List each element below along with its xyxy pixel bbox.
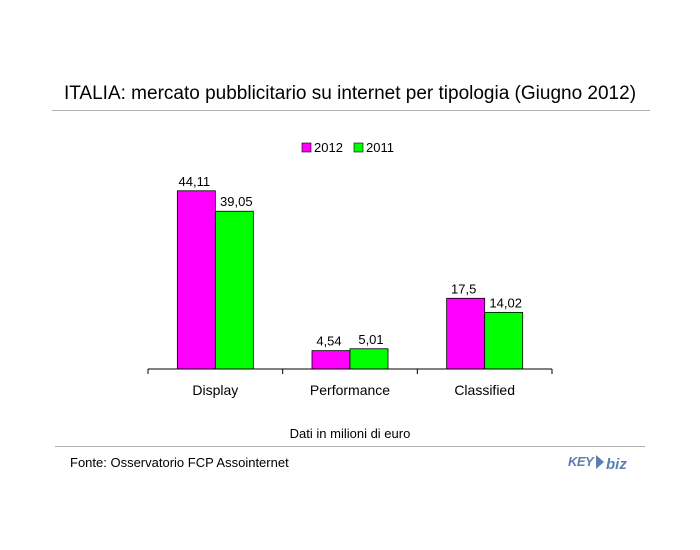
data-label-2011-display: 39,05 (220, 194, 253, 209)
page-title: ITALIA: mercato pubblicitario su interne… (63, 83, 637, 104)
bar-2012-performance (311, 350, 351, 370)
category-label-display: Display (192, 382, 238, 398)
data-label-2012-display: 44,11 (179, 174, 211, 189)
bar-2012-classified (446, 297, 486, 370)
source-note: Fonte: Osservatorio FCP Assointernet (70, 455, 289, 470)
data-label-2011-performance: 5,01 (358, 332, 383, 347)
units-caption: Dati in milioni di euro (289, 426, 411, 441)
legend-label-2011: 2011 (366, 140, 394, 155)
legend-label-2012: 2012 (314, 140, 343, 155)
bar-2011-classified (484, 311, 524, 370)
svg-text:biz: biz (606, 456, 627, 473)
bar-2011-performance (349, 348, 389, 370)
key4biz-logo: KEY biz (568, 454, 627, 473)
svg-text:KEY: KEY (568, 454, 595, 469)
legend-swatch-2012 (301, 142, 312, 153)
category-label-classified: Classified (454, 382, 515, 398)
data-label-2012-classified: 17,5 (451, 281, 476, 296)
bar-chart: 2012 2011 44,11 39,05 Display 4,54 5,01 Perform… (147, 140, 553, 398)
bar-2011-display (214, 210, 254, 370)
footer-divider (55, 446, 645, 447)
data-label-2012-performance: 4,54 (316, 334, 341, 349)
bar-2012-display (176, 190, 216, 370)
category-label-performance: Performance (310, 382, 390, 398)
title-divider (52, 110, 650, 111)
data-label-2011-classified: 14,02 (489, 295, 522, 310)
legend-swatch-2011 (353, 142, 364, 153)
